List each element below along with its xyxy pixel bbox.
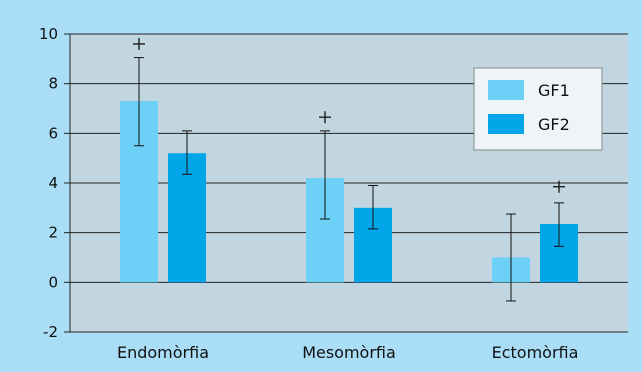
legend: GF1 GF2	[473, 67, 603, 151]
legend-label: GF1	[538, 81, 570, 100]
y-tick-label: 6	[48, 124, 58, 142]
y-tick-label: 10	[39, 25, 58, 43]
legend-swatch-gf1	[488, 80, 524, 100]
y-tick-label: 4	[48, 174, 58, 192]
x-tick-label: Mesomòrfia	[302, 343, 396, 362]
error-bars	[134, 57, 564, 302]
x-tick-label: Ectomòrfia	[492, 343, 579, 362]
legend-swatch-gf2	[488, 114, 524, 134]
y-tick-label: -2	[43, 323, 58, 341]
y-tick-label: 8	[48, 75, 58, 93]
axes: -2 0 2 4 6 8 10 Endomòrfia Mesomòrfia Ectomòrfia	[39, 25, 579, 362]
x-tick-label: Endomòrfia	[117, 343, 209, 362]
y-tick-label: 2	[48, 224, 58, 242]
bars	[120, 101, 578, 283]
annotations	[133, 37, 565, 193]
y-tick-label: 0	[48, 273, 58, 291]
legend-label: GF2	[538, 115, 570, 134]
